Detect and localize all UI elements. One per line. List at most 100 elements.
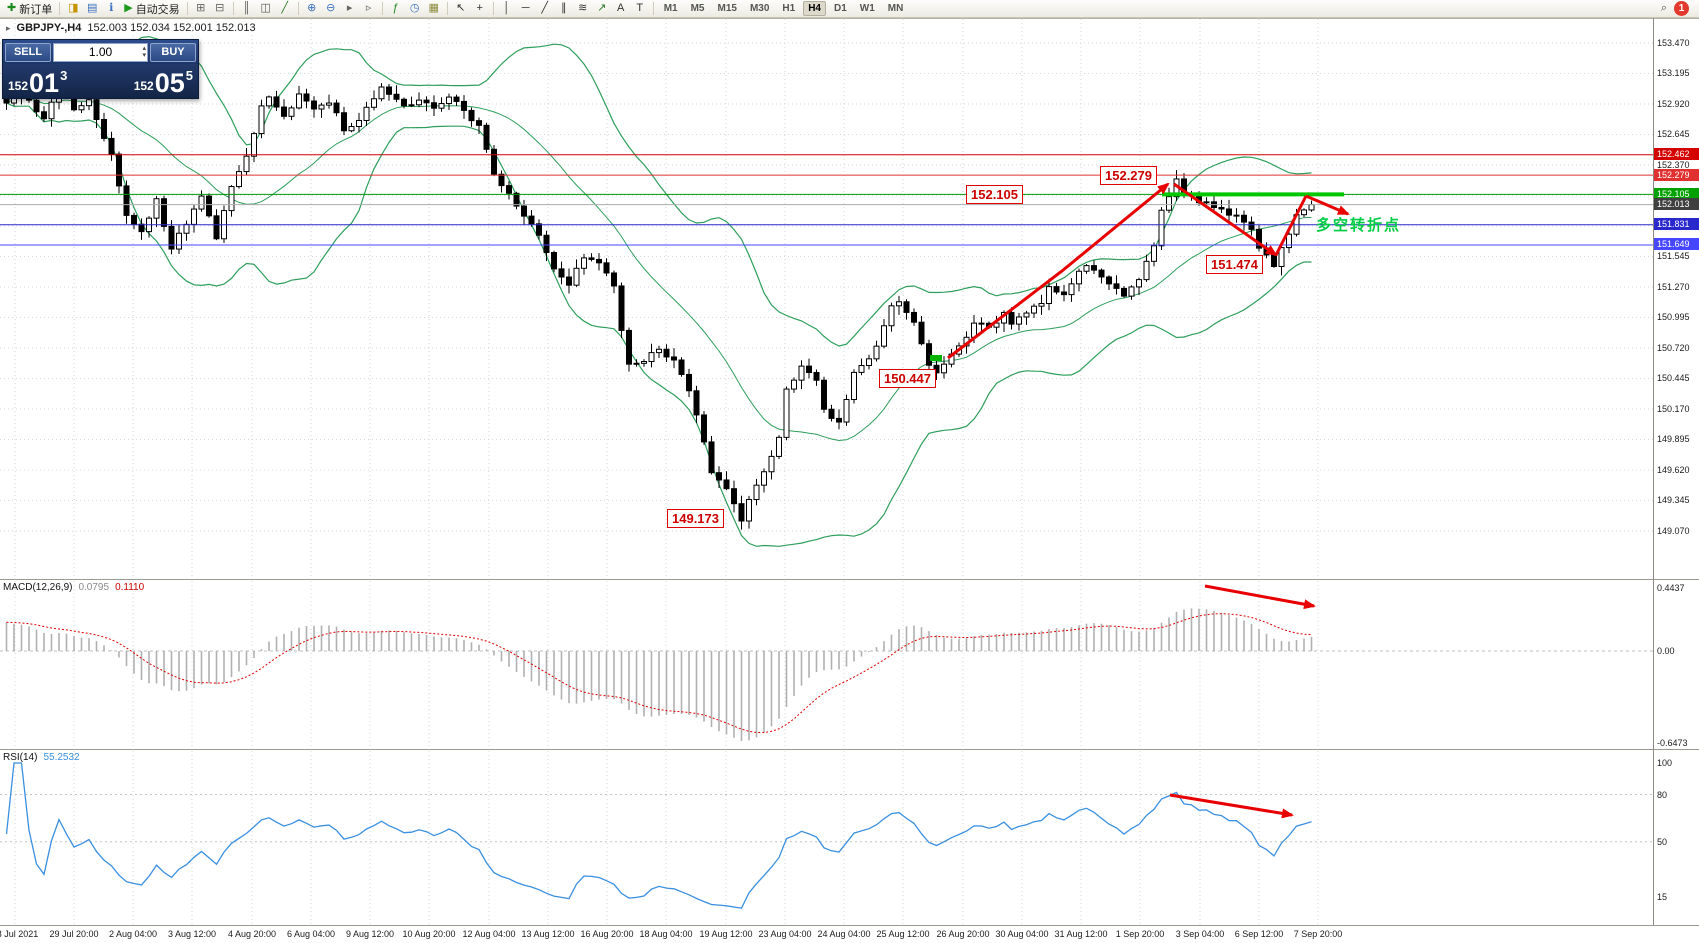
- macd-indicator-label: MACD(12,26,9) 0.0795 0.1110: [3, 582, 144, 593]
- macd-axis-label: -0.6473: [1657, 737, 1688, 748]
- tile-windows-icon: ⊞: [196, 2, 206, 14]
- timeframe-w1-button[interactable]: W1: [859, 3, 875, 14]
- autotrading-icon: ▶: [124, 2, 133, 14]
- trendline-button[interactable]: ╱: [536, 1, 554, 17]
- arrows-tool-icon: ↗: [597, 2, 607, 14]
- arrows-tool-button[interactable]: ↗: [593, 1, 611, 17]
- price-axis-label: 150.995: [1657, 312, 1690, 323]
- chart-title: ▸ GBPJPY-,H4 152.003 152.034 152.001 152…: [6, 22, 256, 34]
- time-axis[interactable]: 28 Jul 2021 29 Jul 20:00 2 Aug 04:00 3 Aug …: [0, 926, 1699, 943]
- buy-button[interactable]: BUY: [150, 42, 196, 62]
- chart-ohlc-values: 152.003 152.034 152.001 152.013: [87, 22, 256, 34]
- timeframe-m15-button[interactable]: M15: [717, 3, 737, 14]
- volume-down-icon[interactable]: ▾: [142, 52, 146, 59]
- time-axis-label: 12 Aug 04:00: [462, 929, 516, 939]
- rsi-axis-label: 100: [1657, 758, 1673, 768]
- templates-icon: ▦: [428, 2, 439, 14]
- new-order-label: 新订单: [19, 3, 53, 16]
- horizontal-line-button[interactable]: ─: [517, 1, 535, 17]
- time-axis-label: 3 Sep 04:00: [1175, 929, 1225, 939]
- price-axis-label: 149.620: [1657, 464, 1690, 475]
- auto-scroll-icon: ▸: [346, 2, 353, 14]
- time-axis-label: 10 Aug 20:00: [402, 929, 456, 939]
- price-axis-label: 151.270: [1657, 281, 1690, 292]
- rsi-axis-label: 15: [1657, 891, 1668, 902]
- price-axis-flag: 151.649: [1654, 238, 1699, 251]
- cascade-windows-icon: ⊟: [215, 2, 225, 14]
- price-axis-label: 149.070: [1657, 525, 1690, 536]
- about-button[interactable]: ℹ: [102, 1, 120, 17]
- price-axis-label: 150.720: [1657, 342, 1690, 353]
- cascade-windows-button[interactable]: ⊟: [211, 1, 229, 17]
- bid-pip-digit: 3: [60, 68, 68, 83]
- market-watch-icon: ◨: [68, 2, 79, 14]
- vertical-line-icon: │: [503, 2, 511, 14]
- price-axis-label: 150.170: [1657, 403, 1690, 414]
- indicators-button[interactable]: ƒ: [387, 1, 405, 17]
- price-axis-label: 153.470: [1657, 38, 1690, 48]
- sell-button[interactable]: SELL: [5, 42, 51, 62]
- zoom-out-button[interactable]: ⊖: [322, 1, 340, 17]
- rsi-name: RSI(14): [3, 752, 38, 763]
- fibonacci-button[interactable]: ≋: [574, 1, 592, 17]
- bid-prefix: 152: [8, 79, 29, 93]
- volume-input[interactable]: 1.00 ▴ ▾: [53, 42, 148, 62]
- new-order-button[interactable]: ✚ 新订单: [4, 1, 55, 17]
- time-axis-label: 23 Aug 04:00: [758, 929, 812, 939]
- time-axis-label: 29 Jul 20:00: [49, 929, 99, 939]
- toolbar-divider: [59, 2, 61, 15]
- profile-button[interactable]: ▤: [83, 1, 101, 17]
- time-axis-label: 6 Sep 12:00: [1234, 929, 1284, 939]
- search-button[interactable]: ⌕: [1655, 1, 1673, 17]
- time-axis-label: 2 Aug 04:00: [108, 929, 158, 939]
- vertical-line-button[interactable]: │: [498, 1, 516, 17]
- timeframe-m30-button[interactable]: M30: [749, 3, 770, 14]
- notification-badge[interactable]: 1: [1674, 1, 1689, 16]
- market-watch-button[interactable]: ◨: [64, 1, 82, 17]
- price-axis[interactable]: 153.470 153.195 152.920 152.645 152.370 151.5…: [1654, 0, 1699, 943]
- rsi-value: 55.2532: [43, 752, 80, 763]
- autotrading-button[interactable]: ▶ 自动交易: [121, 1, 182, 17]
- volume-stepper[interactable]: ▴ ▾: [142, 44, 146, 61]
- timeframe-h1-button[interactable]: H1: [782, 3, 796, 14]
- zoom-in-button[interactable]: ⊕: [303, 1, 321, 17]
- timeframe-m5-button[interactable]: M5: [690, 3, 705, 14]
- cursor-button[interactable]: ↖: [452, 1, 470, 17]
- auto-scroll-button[interactable]: ▸: [341, 1, 359, 17]
- text-label-button[interactable]: T: [631, 1, 649, 17]
- timeframe-h4-button[interactable]: H4: [803, 1, 826, 16]
- time-axis-label: 1 Sep 20:00: [1115, 929, 1165, 939]
- timeframe-d1-button[interactable]: D1: [834, 3, 847, 14]
- crosshair-button[interactable]: +: [471, 1, 489, 17]
- toolbar-divider: [652, 2, 654, 15]
- text-button[interactable]: A: [612, 1, 630, 17]
- bid-price: 152 01 3: [6, 64, 101, 98]
- toolbar-divider: [232, 2, 234, 15]
- time-axis-label: 24 Aug 04:00: [817, 929, 871, 939]
- templates-button[interactable]: ▦: [425, 1, 443, 17]
- equidistant-channel-button[interactable]: ∥: [555, 1, 573, 17]
- volume-up-icon[interactable]: ▴: [142, 45, 146, 52]
- horizontal-line-icon: ─: [521, 2, 530, 14]
- chart-candles-button[interactable]: ◫: [257, 1, 275, 17]
- time-axis-label: 30 Aug 04:00: [995, 929, 1049, 939]
- price-axis-label: 152.370: [1657, 159, 1690, 170]
- chart-bars-button[interactable]: ║: [238, 1, 256, 17]
- chart-line-button[interactable]: ╱: [276, 1, 294, 17]
- price-axis-label: 150.445: [1657, 373, 1690, 384]
- macd-name: MACD(12,26,9): [3, 582, 73, 593]
- chart-shift-button[interactable]: ▹: [360, 1, 378, 17]
- time-axis-label: 13 Aug 12:00: [521, 929, 575, 939]
- tile-windows-button[interactable]: ⊞: [192, 1, 210, 17]
- ask-price: 152 05 5: [101, 64, 196, 98]
- zoom-out-icon: ⊖: [326, 2, 336, 14]
- timeframe-m1-button[interactable]: M1: [663, 3, 678, 14]
- time-axis-label: 31 Aug 12:00: [1054, 929, 1108, 939]
- time-periods-button[interactable]: ◷: [406, 1, 424, 17]
- time-axis-label: 26 Aug 20:00: [936, 929, 990, 939]
- timeframe-mn-button[interactable]: MN: [887, 3, 904, 14]
- macd-main-value: 0.0795: [78, 582, 110, 593]
- main-toolbar: ✚ 新订单 ◨ ▤ ℹ ▶ 自动交易 ⊞ ⊟ ║ ◫ ╱ ⊕ ⊖ ▸ ▹ ƒ ◷ ▦ ↖ + │ ─ ╱ ∥ ≋ ↗ A T M1 M5 M1…: [0, 0, 1699, 18]
